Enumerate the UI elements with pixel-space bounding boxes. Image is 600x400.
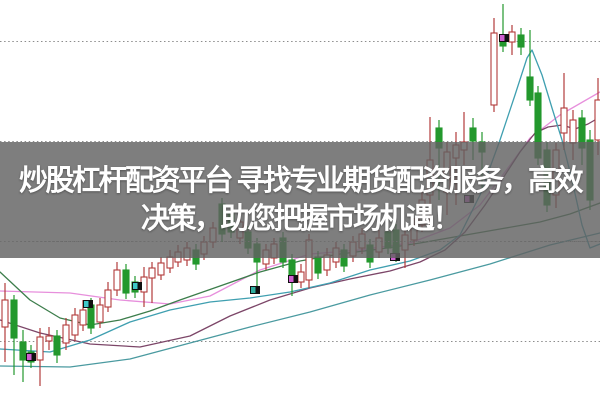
- promo-banner: 炒股杠杆配资平台 寻找专业期货配资服务，高效 决策，助您把握市场机遇！: [0, 142, 600, 258]
- promo-text-line-2: 决策，助您把握市场机遇！: [140, 203, 462, 235]
- gridline-over-banner: [0, 241, 600, 242]
- promo-text-line-1: 炒股杠杆配资平台 寻找专业期货配资服务，高效: [18, 165, 584, 197]
